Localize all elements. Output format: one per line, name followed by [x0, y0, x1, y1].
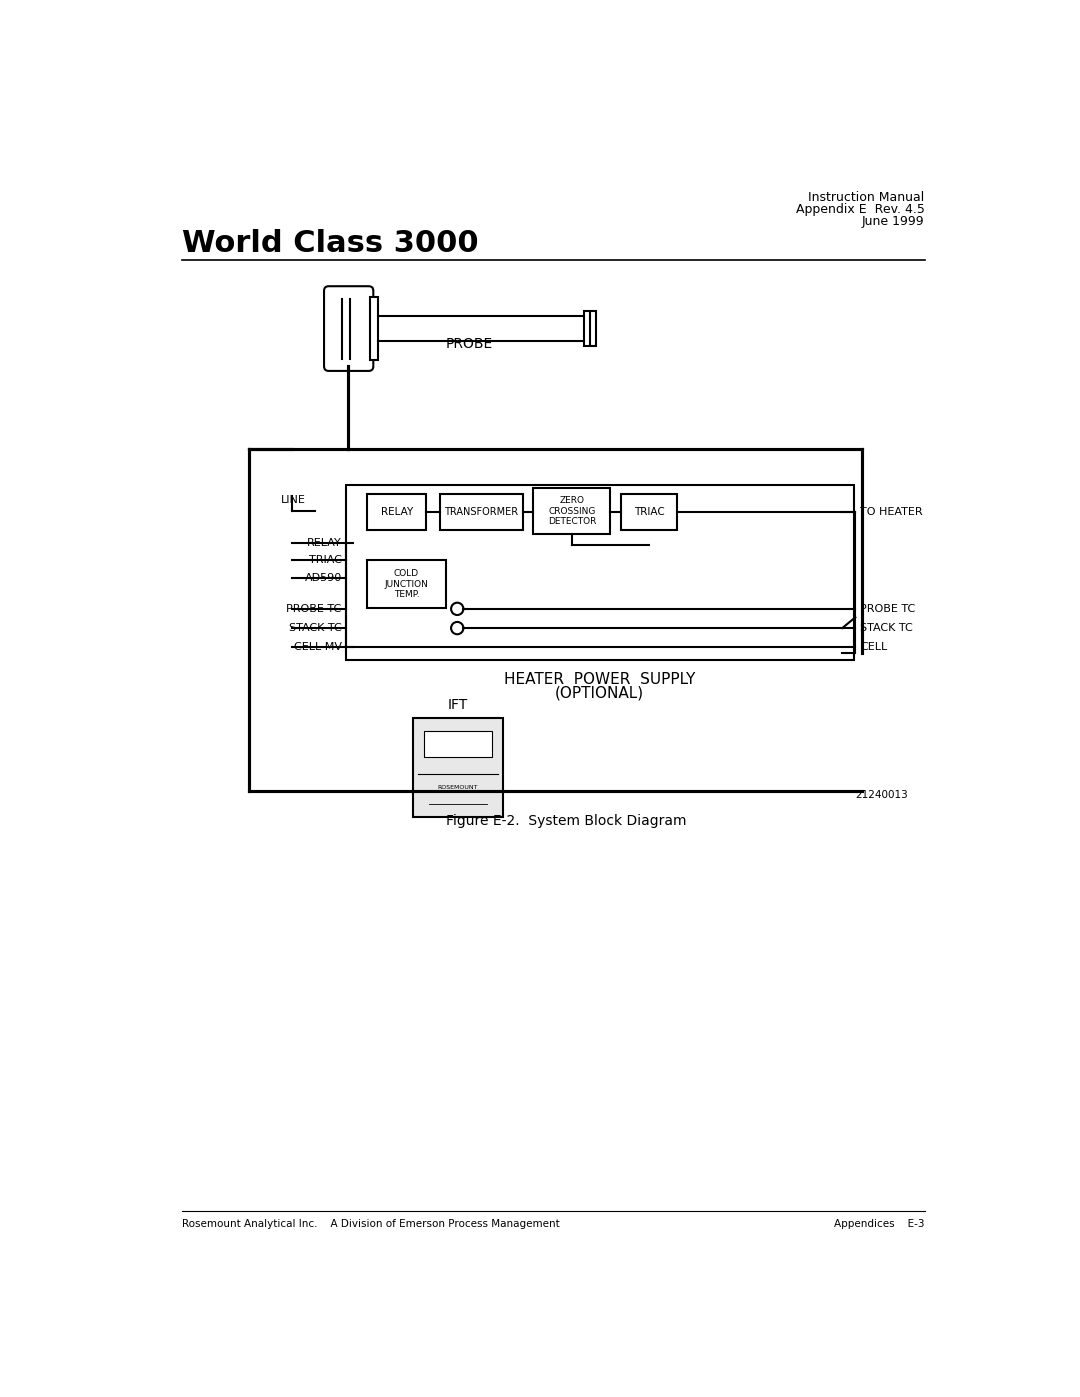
Text: World Class 3000: World Class 3000	[183, 229, 480, 258]
Text: HEATER  POWER  SUPPLY: HEATER POWER SUPPLY	[504, 672, 696, 687]
Text: June 1999: June 1999	[862, 215, 924, 228]
Bar	[534, 488, 610, 534]
Text: STACK TC: STACK TC	[289, 623, 341, 633]
Bar	[621, 495, 677, 529]
Text: Instruction Manual: Instruction Manual	[809, 191, 924, 204]
Bar	[424, 731, 491, 757]
Text: IFT: IFT	[448, 698, 468, 712]
Text: (OPTIONAL): (OPTIONAL)	[555, 686, 645, 701]
Bar	[370, 298, 378, 360]
Text: Rosemount Analytical Inc.    A Division of Emerson Process Management: Rosemount Analytical Inc. A Division of …	[183, 1218, 561, 1229]
Text: CELL: CELL	[860, 641, 887, 651]
Text: COLD
JUNCTION
TEMP.: COLD JUNCTION TEMP.	[384, 570, 429, 599]
Text: PROBE: PROBE	[446, 337, 492, 351]
Text: Appendices    E-3: Appendices E-3	[834, 1218, 924, 1229]
Text: AD590: AD590	[305, 573, 341, 583]
Text: RELAY: RELAY	[380, 507, 413, 517]
Text: ZERO
CROSSING
DETECTOR: ZERO CROSSING DETECTOR	[548, 496, 596, 525]
Text: ROSEMOUNT: ROSEMOUNT	[437, 785, 478, 789]
Bar	[346, 485, 854, 661]
Text: TRIAC: TRIAC	[309, 556, 341, 566]
Bar	[440, 495, 523, 529]
Bar	[584, 312, 596, 346]
Text: PROBE TC: PROBE TC	[860, 604, 915, 613]
Text: CELL MV: CELL MV	[294, 641, 341, 651]
Bar	[414, 718, 502, 817]
Text: STACK TC: STACK TC	[860, 623, 913, 633]
Bar	[367, 495, 427, 529]
Text: TRIAC: TRIAC	[634, 507, 664, 517]
Text: TRANSFORMER: TRANSFORMER	[444, 507, 518, 517]
Bar	[367, 560, 446, 608]
FancyBboxPatch shape	[324, 286, 374, 372]
Text: RELAY: RELAY	[307, 538, 341, 549]
Text: Appendix E  Rev. 4.5: Appendix E Rev. 4.5	[796, 203, 924, 217]
Text: Figure E-2.  System Block Diagram: Figure E-2. System Block Diagram	[446, 814, 686, 828]
Text: TO HEATER: TO HEATER	[860, 507, 922, 517]
Text: PROBE TC: PROBE TC	[286, 604, 341, 613]
Text: LINE: LINE	[281, 496, 306, 506]
Text: 21240013: 21240013	[855, 789, 907, 800]
